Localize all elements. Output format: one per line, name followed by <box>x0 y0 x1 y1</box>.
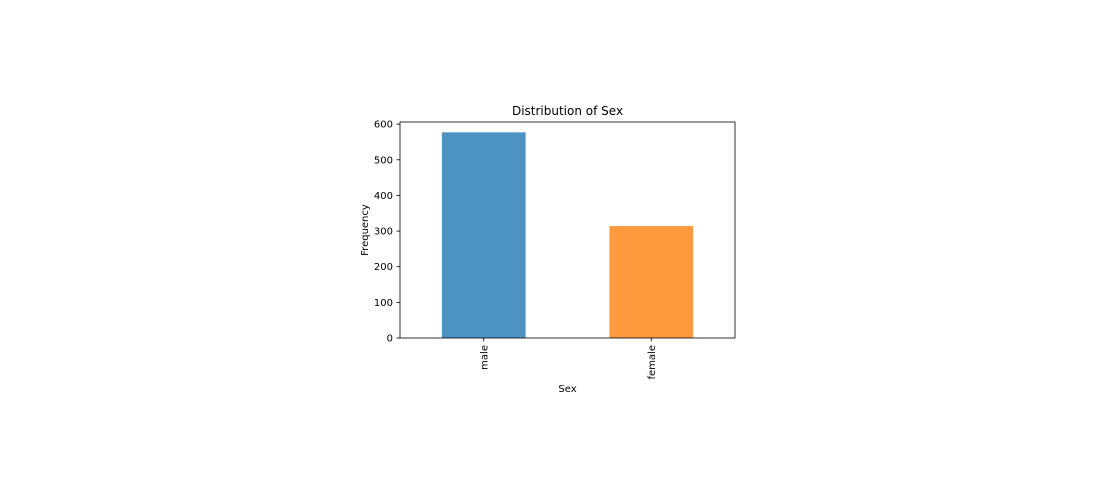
x-tick-label: male <box>479 345 490 370</box>
y-tick-label: 300 <box>374 227 393 238</box>
y-tick-label: 500 <box>374 155 393 166</box>
chart-title: Distribution of Sex <box>512 104 623 118</box>
y-tick-label: 600 <box>374 120 393 131</box>
y-tick-label: 400 <box>374 191 393 202</box>
y-axis-ticks: 0 100 200 300 400 500 600 <box>374 120 400 345</box>
bars-group <box>441 132 694 338</box>
x-tick-label: female <box>647 345 658 379</box>
plot-frame <box>399 121 736 339</box>
y-tick-label: 100 <box>374 298 393 309</box>
y-tick-label: 0 <box>387 334 393 345</box>
y-tick-label: 200 <box>374 262 393 273</box>
bar-male <box>441 132 526 338</box>
y-axis-title: Frequency <box>360 204 371 256</box>
x-axis-ticks: male female <box>479 338 658 379</box>
x-axis-title: Sex <box>558 384 576 395</box>
bar-female <box>609 226 694 338</box>
